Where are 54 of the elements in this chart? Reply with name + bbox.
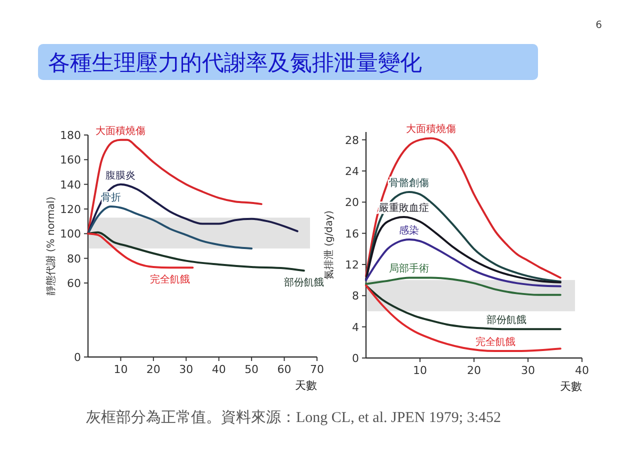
series-label: 部份飢餓	[284, 276, 324, 289]
y-axis-title: 氮排泄 (g/day)	[323, 210, 335, 280]
line-series	[365, 238, 562, 288]
x-tick-label: 70	[310, 363, 324, 376]
x-tick-label: 10	[413, 364, 427, 377]
line-series	[365, 216, 562, 284]
y-tick-label: 160	[60, 154, 81, 167]
line-series	[365, 191, 562, 283]
y-tick-label: 28	[345, 134, 359, 147]
line-series	[365, 276, 562, 296]
x-axis-title: 天數	[295, 379, 317, 392]
y-tick-label: 80	[67, 252, 81, 266]
y-tick-label: 8	[352, 290, 359, 303]
x-tick-label: 30	[179, 363, 194, 376]
series-label: 大面積燒傷	[406, 123, 456, 136]
y-tick-label: 24	[345, 164, 359, 178]
series-label: 完全飢餓	[150, 274, 190, 286]
y-tick-label: 12	[345, 258, 359, 272]
series-label: 大面積燒傷	[96, 124, 146, 137]
text: 灰框部分為正常值。資料來源：Long CL, et al. JPEN 1979; 3:452	[86, 409, 501, 426]
x-axis-title: 天數	[560, 380, 582, 393]
y-tick-label: 16	[345, 227, 359, 240]
x-tick-label: 50	[244, 363, 259, 376]
line-series	[87, 206, 253, 250]
x-tick-label: 20	[467, 364, 481, 377]
line-series	[87, 183, 298, 235]
y-tick-label: 0	[74, 351, 81, 364]
y-axis-title: 靜態代謝 (% normal)	[45, 196, 57, 296]
y-tick-label: 120	[60, 203, 81, 216]
y-tick-label: 180	[60, 129, 81, 142]
series-label: 骨骼創傷	[389, 177, 430, 190]
line-series	[365, 137, 562, 279]
x-tick-label: 20	[146, 363, 160, 376]
x-tick-label: 40	[212, 363, 226, 376]
y-tick-label: 140	[60, 178, 81, 192]
text: 6	[596, 20, 602, 31]
series-label: 部份飢餓	[486, 314, 526, 326]
series-label: 完全飢餓	[476, 336, 516, 348]
series-label: 感染	[399, 224, 420, 237]
x-tick-label: 40	[575, 364, 589, 377]
y-tick-label: 60	[67, 277, 81, 290]
y-tick-label: 100	[60, 228, 81, 241]
x-tick-label: 10	[114, 363, 128, 376]
y-tick-label: 4	[352, 320, 359, 334]
y-tick-label: 20	[345, 196, 359, 210]
series-label: 局部手術	[389, 262, 430, 275]
line-series	[365, 284, 562, 352]
x-tick-label: 60	[277, 363, 292, 376]
y-tick-label: 0	[352, 352, 359, 365]
series-label: 腹膜炎	[106, 169, 136, 182]
chart-title: 各種生理壓力的代謝率及氮排泄量變化	[48, 51, 422, 76]
line-series	[87, 231, 305, 272]
x-tick-label: 30	[521, 364, 535, 377]
line-series	[365, 284, 562, 330]
